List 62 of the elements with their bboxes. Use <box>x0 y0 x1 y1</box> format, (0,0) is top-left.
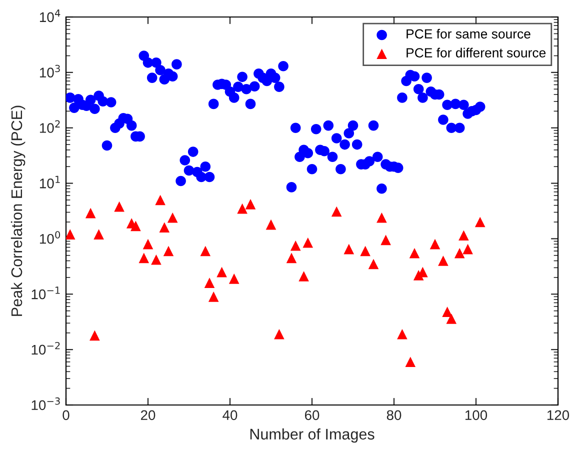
legend-label: PCE for same source <box>406 28 530 39</box>
y-tick-label: 10$^{−1}$ <box>32 286 60 300</box>
point <box>85 208 96 218</box>
point <box>454 248 465 258</box>
point <box>405 356 416 368</box>
point <box>200 246 211 256</box>
point <box>409 248 420 258</box>
point <box>458 230 469 240</box>
point <box>446 314 457 324</box>
point <box>368 258 379 270</box>
y-tick-label: 10$^{−2}$ <box>32 342 60 355</box>
x-tick-label: 60 <box>304 410 320 420</box>
point <box>462 244 473 254</box>
point <box>142 238 154 250</box>
point <box>90 330 100 341</box>
y-tick-label: 10$^{4}$ <box>40 10 60 22</box>
y-tick-label: 10$^{3}$ <box>40 64 60 78</box>
point <box>163 246 174 256</box>
y-tick-label: 10$^{2}$ <box>40 120 60 133</box>
point <box>155 194 166 206</box>
point <box>298 271 309 282</box>
x-tick-label: 120 <box>547 410 570 420</box>
point <box>290 240 301 251</box>
y-tick-label: 10$^{−3}$ <box>32 397 60 410</box>
point <box>94 229 104 240</box>
point <box>237 203 248 214</box>
x-axis-title: Number of Images <box>250 428 374 443</box>
point <box>208 292 219 302</box>
point <box>302 237 314 248</box>
y-tick-label: 10$^{0}$ <box>40 231 60 244</box>
point <box>130 220 141 232</box>
point <box>167 212 178 223</box>
point <box>380 234 391 246</box>
point <box>438 256 448 266</box>
point <box>66 229 76 240</box>
y-tick-label: 10$^{1}$ <box>40 176 60 188</box>
point <box>442 306 452 317</box>
point <box>331 206 342 217</box>
x-tick-label: 20 <box>140 410 156 420</box>
point <box>204 278 215 288</box>
point <box>114 201 124 212</box>
legend-label: PCE for different source <box>406 48 546 58</box>
point <box>245 199 256 210</box>
x-tick-label: 40 <box>222 410 238 420</box>
point <box>216 266 227 278</box>
point <box>397 328 408 340</box>
point <box>286 252 297 264</box>
y-axis-title: Peak Correlation Energy (PCE) <box>10 106 26 316</box>
point <box>274 328 284 340</box>
point <box>266 219 276 230</box>
point <box>138 252 150 264</box>
point <box>430 238 440 250</box>
point <box>474 216 486 228</box>
point <box>376 212 387 223</box>
x-tick-label: 0 <box>62 410 70 420</box>
point <box>159 222 170 233</box>
x-tick-label: 100 <box>465 410 488 420</box>
point <box>344 244 354 254</box>
point <box>228 274 240 284</box>
point <box>151 254 162 265</box>
x-tick-label: 80 <box>386 410 402 420</box>
point <box>360 246 370 256</box>
